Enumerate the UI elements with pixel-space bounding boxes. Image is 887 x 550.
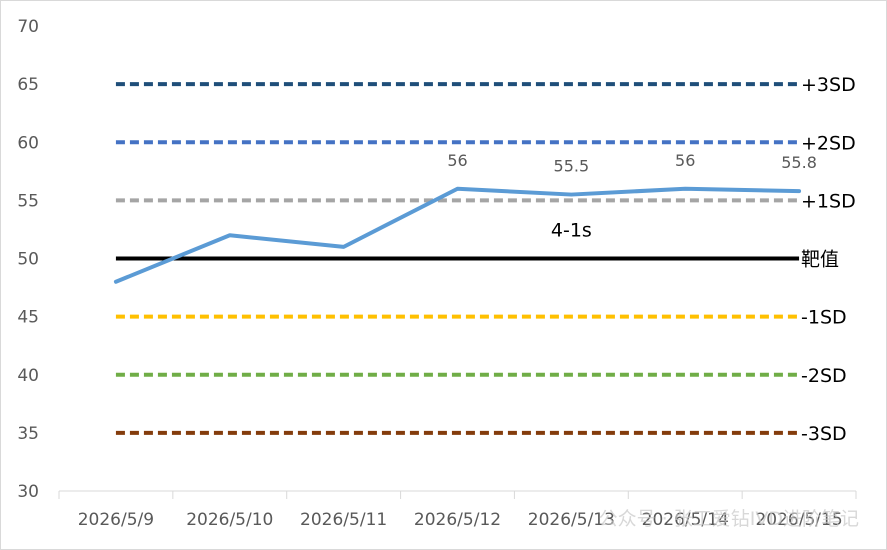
y-tick-label: 45 xyxy=(17,308,39,328)
series-lines xyxy=(113,186,802,284)
x-tick-label: 2026/5/10 xyxy=(186,510,273,530)
y-tick-label: 65 xyxy=(17,75,39,95)
y-tick-label: 70 xyxy=(17,17,39,37)
data-label: 55.8 xyxy=(781,153,817,172)
reference-line-label: +3SD xyxy=(801,74,856,96)
y-axis-ticks: 30 35 40 45 50 55 60 65 70 xyxy=(17,17,39,502)
x-tick-label: 2026/5/9 xyxy=(78,510,154,530)
reference-line-label: +1SD xyxy=(801,190,856,212)
y-tick-label: 50 xyxy=(17,250,39,270)
y-tick-label: 30 xyxy=(17,482,39,502)
reference-line-label: 靶值 xyxy=(801,249,839,271)
x-tick-label: 2026/5/11 xyxy=(300,510,387,530)
data-label: 56 xyxy=(675,151,695,170)
reference-line-label: +2SD xyxy=(801,132,856,154)
reference-line-label: -3SD xyxy=(801,423,847,445)
x-tick-label: 2026/5/13 xyxy=(528,510,615,530)
x-axis-ticks: 2026/5/9 2026/5/10 2026/5/11 2026/5/12 2026/… xyxy=(58,491,857,530)
data-labels: 56 55.5 56 55.8 xyxy=(447,151,817,176)
y-tick-label: 60 xyxy=(17,133,39,153)
data-label: 55.5 xyxy=(554,157,590,176)
annotations: 4-1s xyxy=(551,219,592,241)
x-tick-label: 2026/5/15 xyxy=(755,510,842,530)
x-tick-label: 2026/5/12 xyxy=(414,510,501,530)
data-label: 56 xyxy=(447,151,467,170)
y-tick-label: 55 xyxy=(17,191,39,211)
y-tick-label: 40 xyxy=(17,366,39,386)
annotation-label: 4-1s xyxy=(551,219,592,241)
reference-lines: +3SD +2SD +1SD 靶值 -1SD -2SD -3SD xyxy=(115,74,856,445)
watermark-text: 公众号 · 张工爱钻IVD进阶笔记 xyxy=(599,508,859,530)
reference-line-label: -1SD xyxy=(801,307,847,329)
x-tick-label: 2026/5/14 xyxy=(642,510,729,530)
series-line xyxy=(113,186,802,284)
y-tick-label: 35 xyxy=(17,424,39,444)
watermark: 公众号 · 张工爱钻IVD进阶笔记 xyxy=(599,508,859,530)
reference-line-label: -2SD xyxy=(801,365,847,387)
